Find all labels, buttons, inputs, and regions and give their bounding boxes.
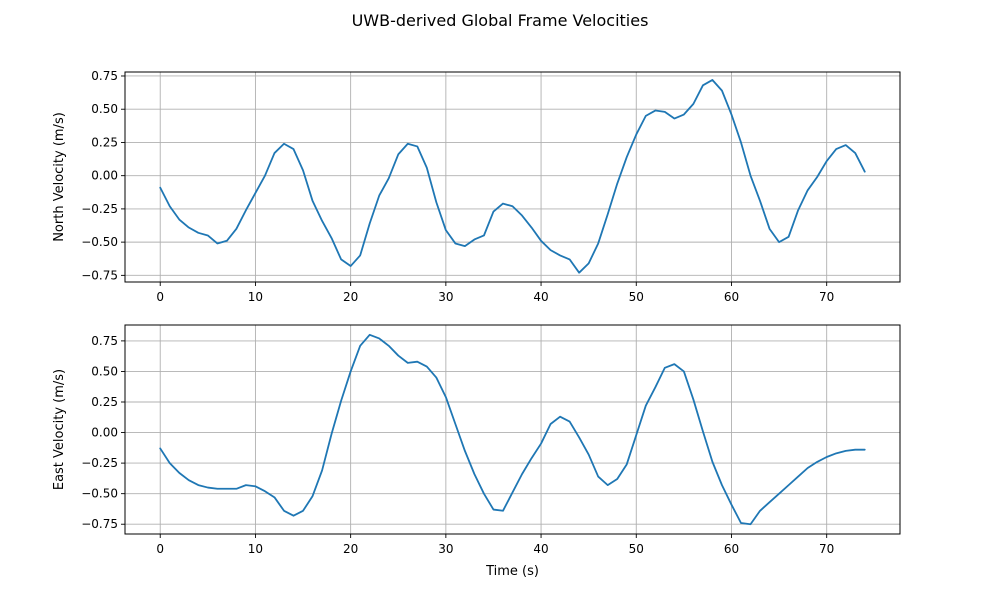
north-plot-frame <box>124 71 901 283</box>
east-y-tick-label: 0.00 <box>91 426 118 440</box>
north-y-tick-label: −0.75 <box>81 268 118 282</box>
east-velocity-panel: 0 10 20 30 40 50 60 70 −0.75 −0.50 −0.25 0.00 0.25 0.… <box>52 324 901 579</box>
east-y-tick-label: 0.50 <box>91 364 118 378</box>
north-y-tick-label: 0.00 <box>91 169 118 183</box>
east-x-tick-label: 20 <box>343 542 358 556</box>
north-x-tick-label: 50 <box>629 290 644 304</box>
east-y-axis-label: East Velocity (m/s) <box>52 369 67 490</box>
north-x-tick-label: 70 <box>819 290 834 304</box>
east-y-tick-label: −0.25 <box>81 456 118 470</box>
north-y-tick-label: 0.75 <box>91 69 118 83</box>
north-velocity-panel: 0 10 20 30 40 50 60 70 −0.75 −0.50 −0.25 0.00 0.25 0.… <box>52 69 901 304</box>
north-y-tick-label: −0.25 <box>81 202 118 216</box>
east-y-tick-label: 0.75 <box>91 334 118 348</box>
east-x-tick-label: 60 <box>724 542 739 556</box>
north-y-tick-label: −0.50 <box>81 235 118 249</box>
east-x-tick-label: 0 <box>156 542 164 556</box>
east-y-tick-label: 0.25 <box>91 395 118 409</box>
north-y-tick-label: 0.50 <box>91 102 118 116</box>
north-y-axis-label: North Velocity (m/s) <box>52 112 67 242</box>
north-x-tick-label: 0 <box>156 290 164 304</box>
east-y-tick-label: −0.50 <box>81 487 118 501</box>
east-x-axis-label: Time (s) <box>485 564 539 579</box>
north-x-tick-label: 30 <box>438 290 453 304</box>
north-x-tick-label: 60 <box>724 290 739 304</box>
east-velocity-series-line <box>159 333 866 526</box>
north-x-tick-label: 40 <box>533 290 548 304</box>
east-x-tick-label: 50 <box>629 542 644 556</box>
north-y-tick-label: 0.25 <box>91 135 118 149</box>
east-x-tick-label: 40 <box>533 542 548 556</box>
figure-title: UWB-derived Global Frame Velocities <box>352 11 649 30</box>
north-velocity-series-line <box>159 79 866 274</box>
east-x-tick-label: 70 <box>819 542 834 556</box>
east-y-tick-label: −0.75 <box>81 517 118 531</box>
north-x-tick-label: 10 <box>248 290 263 304</box>
east-x-tick-label: 10 <box>248 542 263 556</box>
north-x-tick-label: 20 <box>343 290 358 304</box>
east-x-tick-label: 30 <box>438 542 453 556</box>
east-plot-frame <box>124 324 901 535</box>
